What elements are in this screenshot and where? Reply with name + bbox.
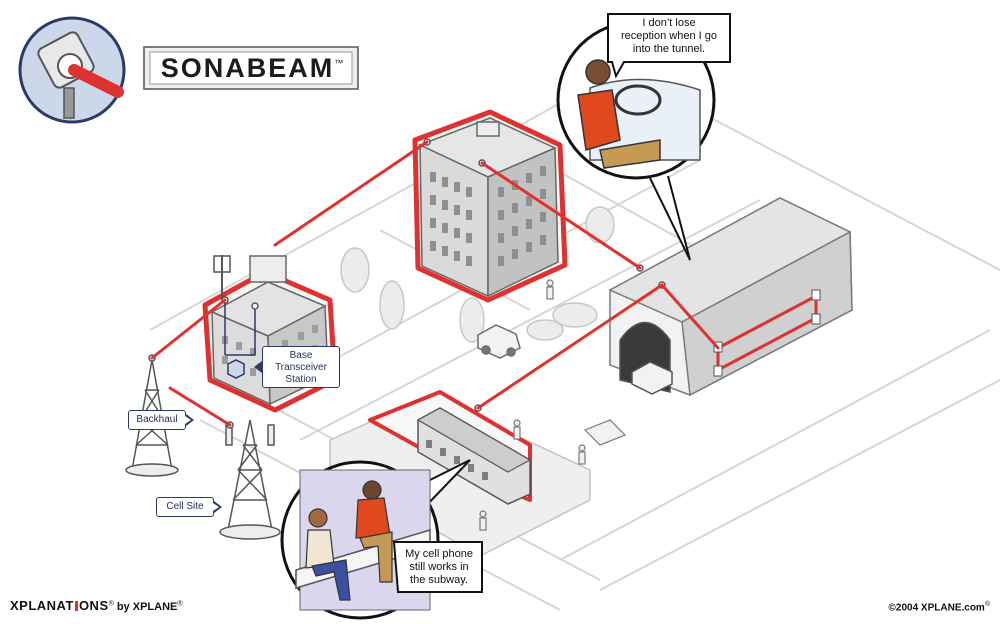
label-pointer-inner <box>213 503 219 511</box>
base-station-line2: Transceiver <box>275 362 327 373</box>
sonabeam-links <box>150 140 720 427</box>
xplanations-brand: XPLANAT ONS® by XPLANE® <box>10 598 183 613</box>
office-tower <box>412 109 568 303</box>
copyright-reg: ® <box>984 601 990 608</box>
label-pointer-inner <box>185 416 191 424</box>
brand-by-reg: ® <box>177 600 183 608</box>
base-station-line3: Station <box>285 374 317 385</box>
tree-silhouettes <box>340 206 615 343</box>
brand-reg: ® <box>108 600 114 608</box>
sonabeam-unit-icon <box>18 16 126 124</box>
base-transceiver-station-label: Base Transceiver Station <box>254 346 340 388</box>
brand-part2: ONS <box>78 598 109 613</box>
brand-i-icon <box>74 601 78 611</box>
copyright: ©2004 XPLANE.com® <box>889 601 990 613</box>
pedestrians <box>479 279 627 531</box>
logo-box <box>143 46 359 90</box>
cell-site-tower <box>219 419 281 540</box>
subway-quote: My cell phone still works in the subway. <box>396 548 482 587</box>
subway-quote-line2: still works in <box>409 561 469 573</box>
backhaul-text: Backhaul <box>136 414 178 425</box>
driver-bubble <box>556 13 731 261</box>
driver-quote: I don’t lose reception when I go into th… <box>608 17 730 56</box>
brand-by: by XPLANE <box>113 601 178 613</box>
logo-trademark: ™ <box>334 58 344 68</box>
subway-quote-line3: the subway. <box>410 574 468 586</box>
car-street <box>477 324 521 359</box>
backhaul-tower <box>125 354 179 477</box>
cell-site-text: Cell Site <box>166 501 204 512</box>
sonabeam-logo: SONABEAM ™ <box>152 52 352 84</box>
tunnel-structure <box>608 197 853 397</box>
subway-quote-line1: My cell phone <box>405 548 473 560</box>
subway-bubble <box>280 459 483 620</box>
cell-site-label: Cell Site <box>156 497 222 517</box>
driver-quote-line2: reception when I go <box>620 30 717 42</box>
label-pointer <box>254 361 262 373</box>
driver-quote-line1: I don’t lose <box>642 17 696 29</box>
driver-quote-line3: into the tunnel. <box>632 43 706 55</box>
subway-station <box>329 390 591 557</box>
copyright-text: ©2004 XPLANE.com <box>888 602 985 614</box>
base-station-line1: Base <box>289 350 313 361</box>
brand-part1: XPLANAT <box>10 598 74 613</box>
backhaul-label: Backhaul <box>128 410 194 430</box>
logo-text: SONABEAM <box>160 52 335 83</box>
